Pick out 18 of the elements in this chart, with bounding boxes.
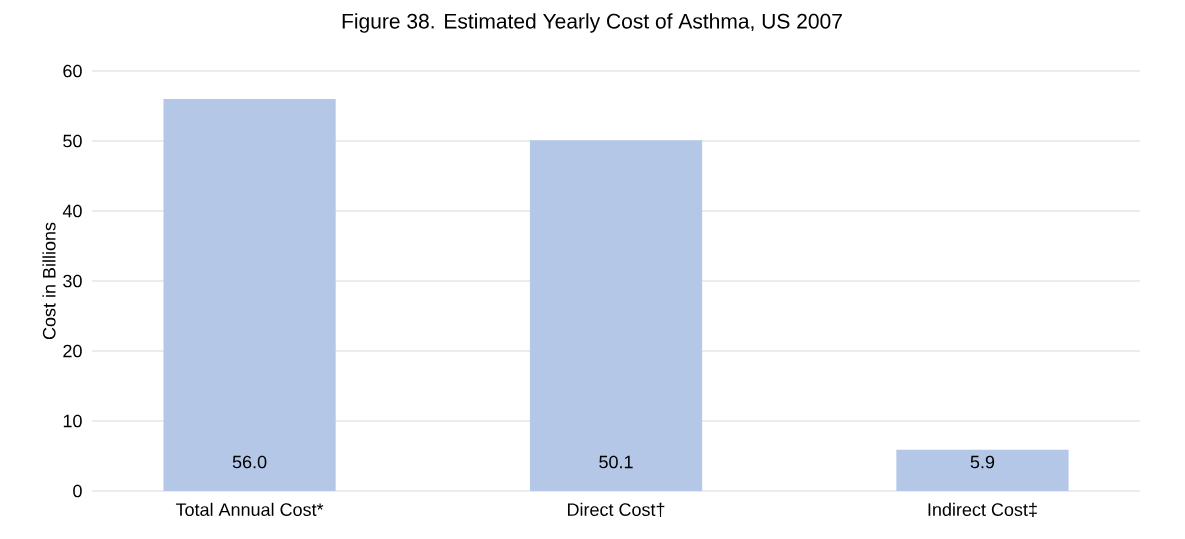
chart-title: Figure 38. Estimated Yearly Cost of Asthma, US 2007 bbox=[342, 13, 842, 33]
y-axis-title: Cost in Billions bbox=[42, 222, 56, 340]
y-tick-label: 40 bbox=[62, 204, 82, 218]
data-label: 5.9 bbox=[970, 455, 995, 469]
y-tick-label: 60 bbox=[63, 64, 82, 78]
x-tick-label: Indirect Cost‡ bbox=[928, 502, 1037, 518]
data-label: 50.1 bbox=[599, 455, 633, 469]
bar bbox=[163, 99, 336, 491]
y-tick-label: 20 bbox=[63, 344, 82, 358]
y-tick-label: 10 bbox=[63, 414, 82, 428]
x-tick-label: Direct Cost† bbox=[567, 502, 665, 518]
y-tick-label: 50 bbox=[63, 134, 82, 148]
x-tick-label: Total Annual Cost* bbox=[175, 502, 324, 516]
bar bbox=[896, 449, 1069, 491]
y-tick-label: 0 bbox=[73, 484, 82, 498]
bar bbox=[529, 140, 703, 491]
y-tick-label: 30 bbox=[63, 274, 82, 288]
data-label: 56.0 bbox=[232, 455, 267, 469]
